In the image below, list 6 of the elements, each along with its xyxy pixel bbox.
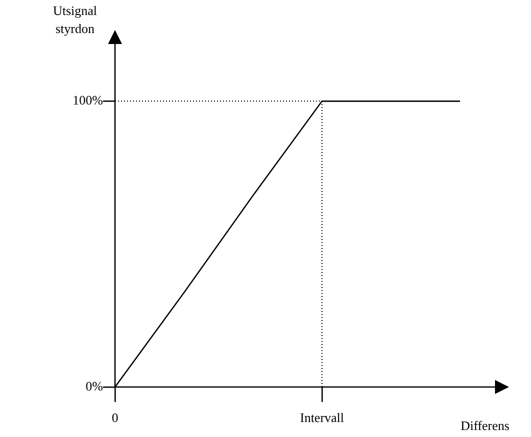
x-axis-title: Differens <box>460 418 510 433</box>
y-tick-label: 100% <box>72 92 104 108</box>
y-axis-title: Utsignal styrdon <box>52 3 98 36</box>
x-tick-label: 0 <box>112 410 118 426</box>
y-tick-label: 0% <box>86 378 104 394</box>
x-tick-label: Intervall <box>300 410 344 426</box>
